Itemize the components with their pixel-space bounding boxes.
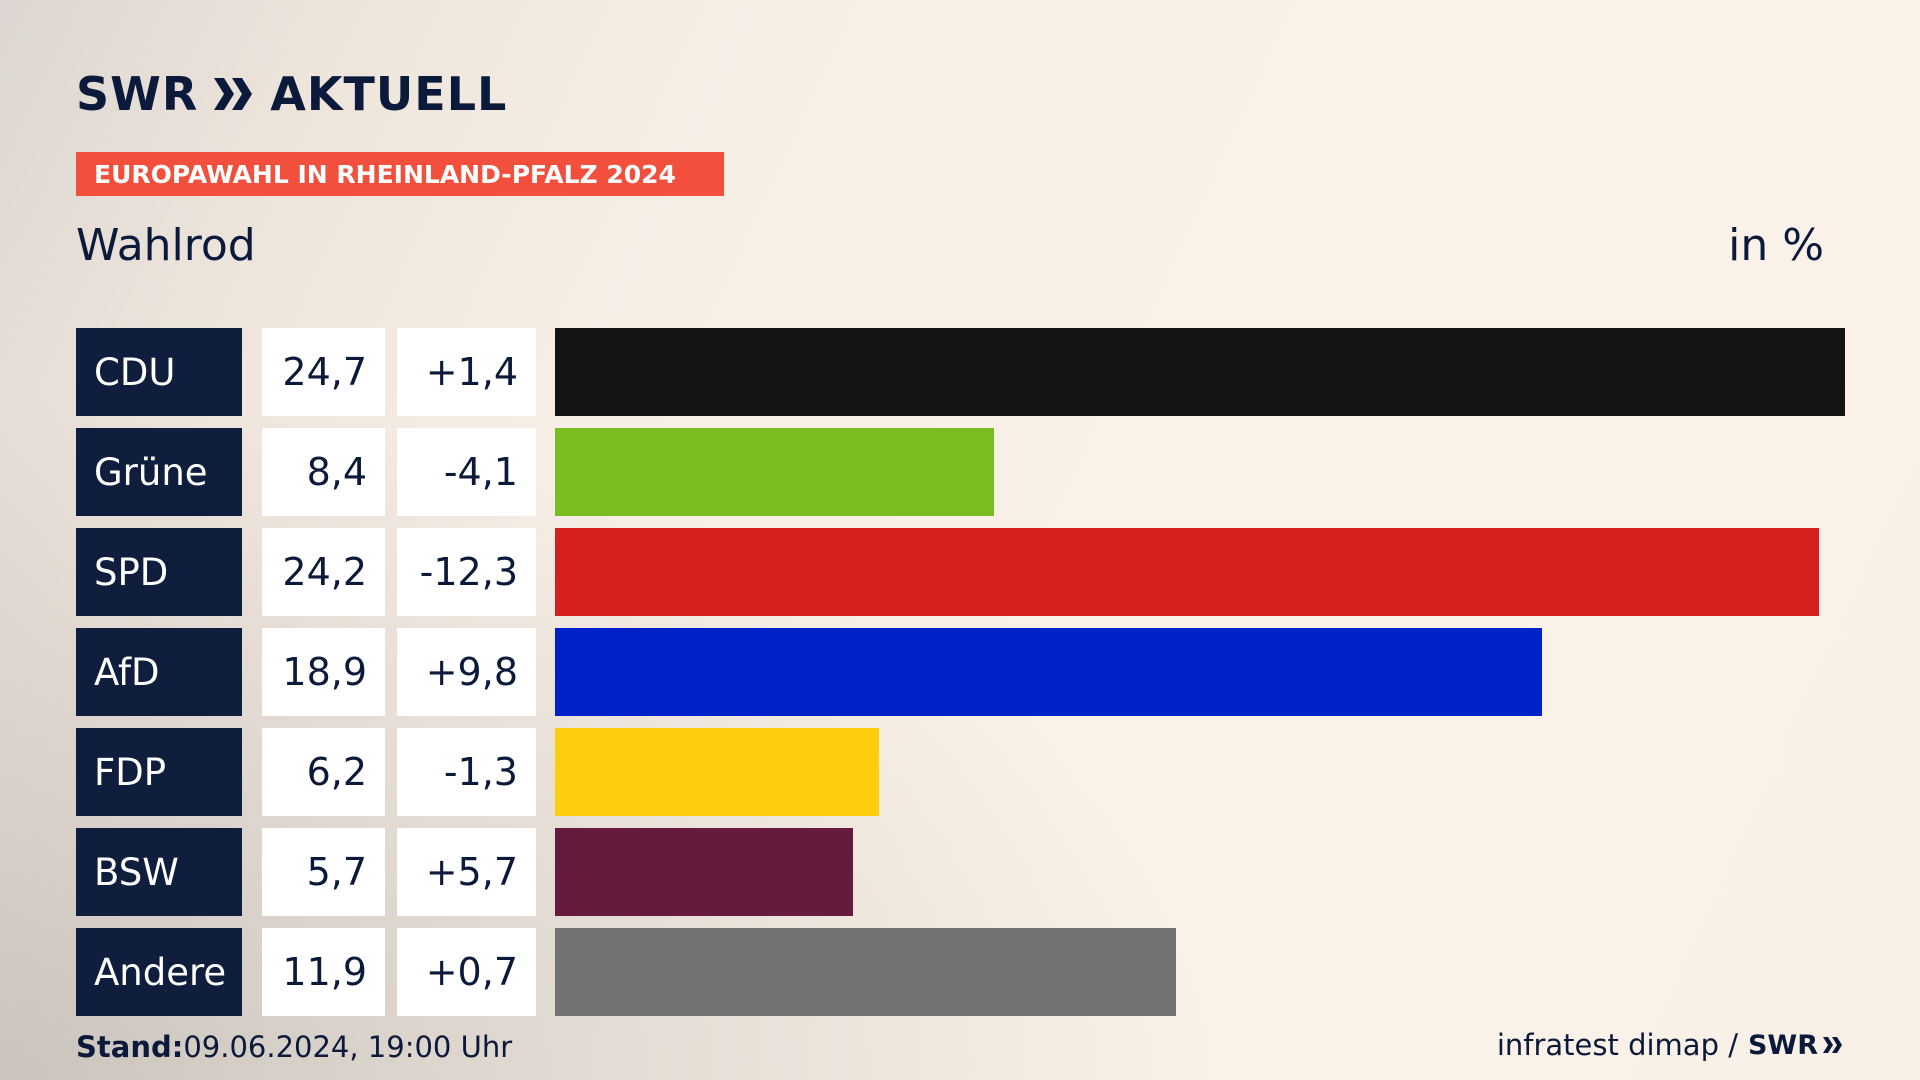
unit-label: in %	[1728, 220, 1824, 271]
double-chevron-icon-small	[1823, 1037, 1842, 1053]
vote-change-value: -4,1	[397, 428, 536, 516]
result-row: Grüne 8,4 -4,1	[0, 428, 1920, 516]
vote-change-value: +9,8	[397, 628, 536, 716]
election-banner: EUROPAWAHL IN RHEINLAND-PFALZ 2024	[76, 152, 724, 196]
location-title: Wahlrod	[76, 220, 256, 271]
vote-share-value: 18,9	[262, 628, 385, 716]
vote-share-bar	[555, 828, 853, 916]
source-credit: infratest dimap / SWR	[1497, 1028, 1844, 1062]
party-label: FDP	[76, 728, 242, 816]
vote-share-bar	[555, 928, 1176, 1016]
logo-swr-text: SWR	[76, 67, 199, 121]
swr-aktuell-logo: SWR AKTUELL	[76, 66, 507, 122]
party-label: AfD	[76, 628, 242, 716]
vote-change-value: +5,7	[397, 828, 536, 916]
stand-value: 09.06.2024, 19:00 Uhr	[183, 1030, 513, 1064]
result-row: FDP 6,2 -1,3	[0, 728, 1920, 816]
vote-share-value: 11,9	[262, 928, 385, 1016]
result-row: BSW 5,7 +5,7	[0, 828, 1920, 916]
vote-change-value: +0,7	[397, 928, 536, 1016]
vote-share-value: 8,4	[262, 428, 385, 516]
vote-share-bar	[555, 528, 1819, 616]
vote-share-value: 24,2	[262, 528, 385, 616]
vote-change-value: -12,3	[397, 528, 536, 616]
result-row: SPD 24,2 -12,3	[0, 528, 1920, 616]
vote-share-value: 6,2	[262, 728, 385, 816]
party-label: BSW	[76, 828, 242, 916]
vote-share-bar	[555, 328, 1845, 416]
vote-share-bar	[555, 428, 994, 516]
swr-mini-text: SWR	[1747, 1029, 1818, 1061]
party-label: SPD	[76, 528, 242, 616]
result-row: Andere 11,9 +0,7	[0, 928, 1920, 1016]
result-row: AfD 18,9 +9,8	[0, 628, 1920, 716]
vote-change-value: +1,4	[397, 328, 536, 416]
double-chevron-icon	[214, 78, 253, 110]
vote-change-value: -1,3	[397, 728, 536, 816]
stand-label: Stand:	[76, 1030, 184, 1064]
source-text: infratest dimap /	[1496, 1028, 1738, 1062]
vote-share-bar	[555, 728, 879, 816]
party-label: CDU	[76, 328, 242, 416]
vote-share-value: 24,7	[262, 328, 385, 416]
party-label: Grüne	[76, 428, 242, 516]
logo-aktuell-text: AKTUELL	[270, 67, 508, 121]
vote-share-bar	[555, 628, 1542, 716]
vote-share-value: 5,7	[262, 828, 385, 916]
party-label: Andere	[76, 928, 242, 1016]
swr-mini-logo: SWR	[1748, 1030, 1844, 1061]
timestamp: Stand:09.06.2024, 19:00 Uhr	[76, 1030, 512, 1064]
result-row: CDU 24,7 +1,4	[0, 328, 1920, 416]
